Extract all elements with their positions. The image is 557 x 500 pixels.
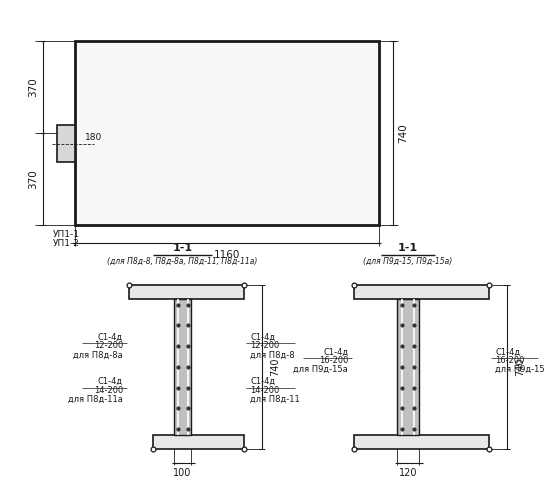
Text: C1-4д: C1-4д xyxy=(97,378,123,386)
Text: (для П9д-15, П9д-15а): (для П9д-15, П9д-15а) xyxy=(363,257,453,266)
Text: УП1-1: УП1-1 xyxy=(52,230,80,239)
Text: C1-4д: C1-4д xyxy=(495,348,520,356)
Bar xyxy=(354,285,489,298)
Text: 100: 100 xyxy=(173,468,192,478)
Text: C1-4д: C1-4д xyxy=(97,332,123,342)
Text: для П8д-11: для П8д-11 xyxy=(250,395,300,404)
Text: для П8д-8а: для П8д-8а xyxy=(73,350,123,360)
Text: для П8д-11а: для П8д-11а xyxy=(68,395,123,404)
Text: 740: 740 xyxy=(270,358,280,376)
Text: для П9д-15а: для П9д-15а xyxy=(294,366,348,374)
Text: 1-1: 1-1 xyxy=(173,243,193,253)
Text: (для П8д-8, П8д-8а, П8д-11, П8д-11а): (для П8д-8, П8д-8а, П8д-11, П8д-11а) xyxy=(108,257,258,266)
Text: 180: 180 xyxy=(85,133,102,142)
Text: 370: 370 xyxy=(28,78,38,97)
Text: C1-4д: C1-4д xyxy=(250,332,275,342)
Text: 740: 740 xyxy=(515,358,525,376)
Text: 370: 370 xyxy=(28,170,38,189)
Text: 740: 740 xyxy=(398,124,408,143)
Text: 120: 120 xyxy=(399,468,417,478)
Bar xyxy=(75,41,379,225)
Bar xyxy=(174,298,192,435)
Text: 1160: 1160 xyxy=(213,250,240,260)
Text: для П9д-15: для П9д-15 xyxy=(495,366,545,374)
Bar xyxy=(397,298,419,435)
Bar xyxy=(57,124,75,162)
Text: 14-200: 14-200 xyxy=(94,386,123,395)
Text: 16-200: 16-200 xyxy=(319,356,348,366)
Text: 16-200: 16-200 xyxy=(495,356,525,366)
Text: C1-4д: C1-4д xyxy=(250,378,275,386)
Bar xyxy=(129,285,245,298)
Text: C1-4д: C1-4д xyxy=(323,348,348,356)
Text: 12-200: 12-200 xyxy=(94,342,123,350)
Bar xyxy=(153,435,245,449)
Text: для П8д-8: для П8д-8 xyxy=(250,350,295,360)
Text: 14-200: 14-200 xyxy=(250,386,280,395)
Text: 12-200: 12-200 xyxy=(250,342,280,350)
Text: 1-1: 1-1 xyxy=(398,243,418,253)
Bar xyxy=(354,435,489,449)
Text: УП1-2: УП1-2 xyxy=(52,239,80,248)
